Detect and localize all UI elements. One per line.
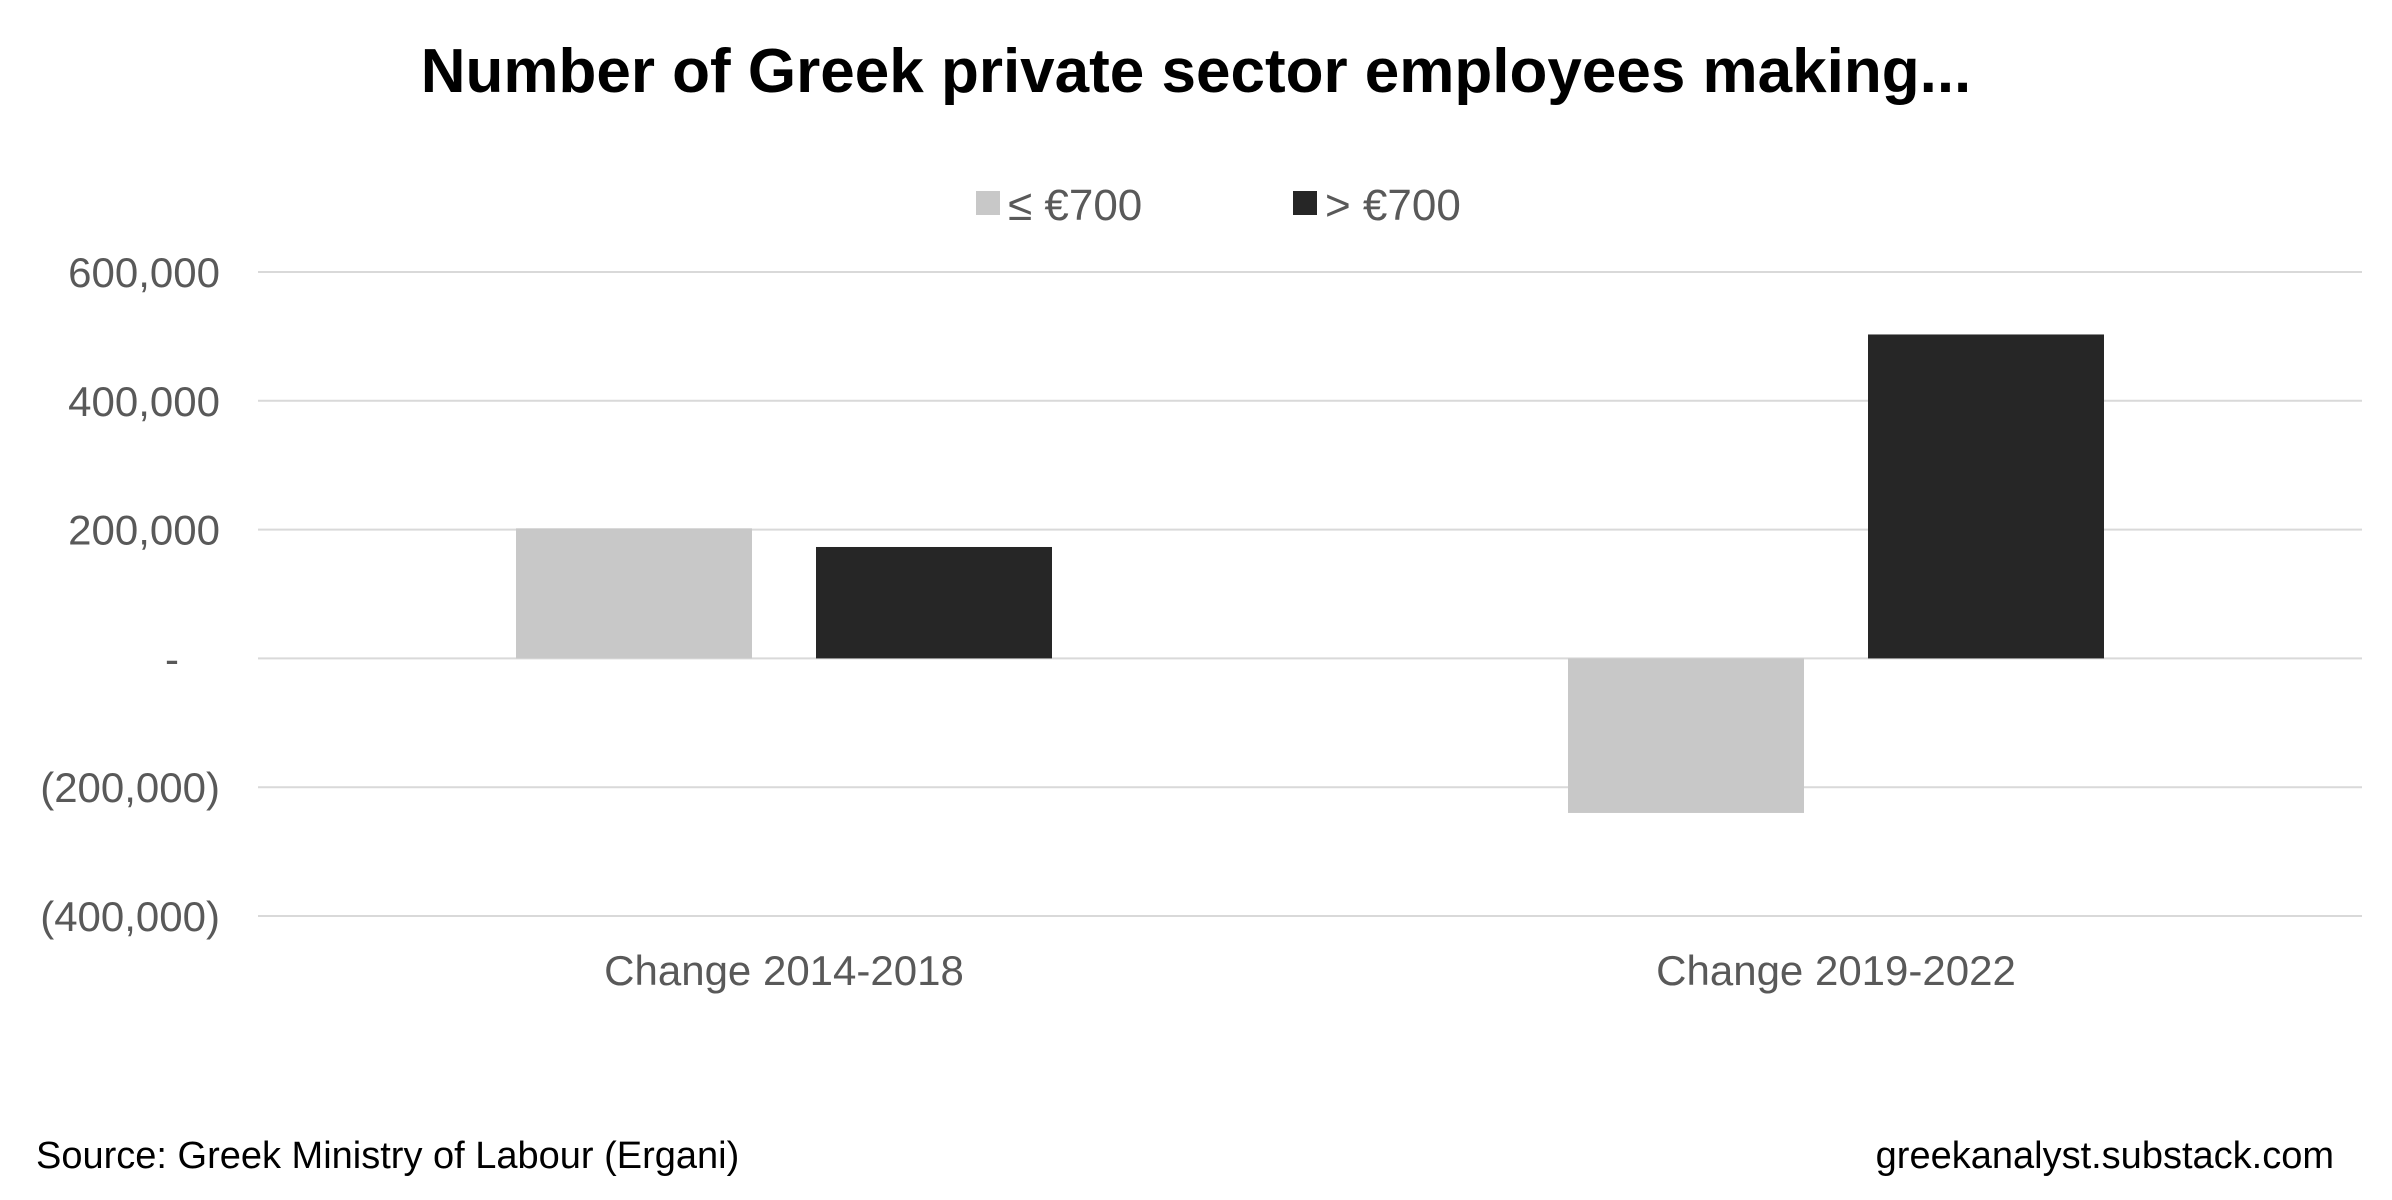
y-tick-label: 400,000 bbox=[68, 378, 220, 425]
y-tick-label: (200,000) bbox=[40, 764, 220, 811]
legend-label-gt-700: > €700 bbox=[1325, 181, 1461, 230]
y-tick-label: 600,000 bbox=[68, 249, 220, 296]
credit-note: greekanalyst.substack.com bbox=[1876, 1135, 2334, 1177]
x-tick-label: Change 2019-2022 bbox=[1656, 947, 2016, 994]
y-tick-label: 200,000 bbox=[68, 507, 220, 554]
bar bbox=[1868, 334, 2104, 659]
legend-swatch-le-700 bbox=[976, 191, 1000, 215]
x-tick-label: Change 2014-2018 bbox=[604, 947, 964, 994]
source-note: Source: Greek Ministry of Labour (Ergani… bbox=[36, 1135, 739, 1177]
bar bbox=[816, 546, 1052, 659]
x-axis-ticks: Change 2014-2018 Change 2019-2022 bbox=[604, 947, 2016, 994]
y-axis-ticks: 600,000 400,000 200,000 - (200,000) (400,000) bbox=[40, 249, 220, 940]
bars bbox=[516, 334, 2104, 813]
legend-label-le-700: ≤ €700 bbox=[1008, 181, 1142, 230]
bar bbox=[516, 528, 752, 659]
y-tick-label: - bbox=[165, 635, 179, 682]
legend: ≤ €700 > €700 bbox=[976, 181, 1461, 230]
y-tick-label: (400,000) bbox=[40, 893, 220, 940]
chart-title: Number of Greek private sector employees… bbox=[421, 37, 1972, 106]
legend-swatch-gt-700 bbox=[1293, 191, 1317, 215]
bar bbox=[1568, 658, 1804, 813]
